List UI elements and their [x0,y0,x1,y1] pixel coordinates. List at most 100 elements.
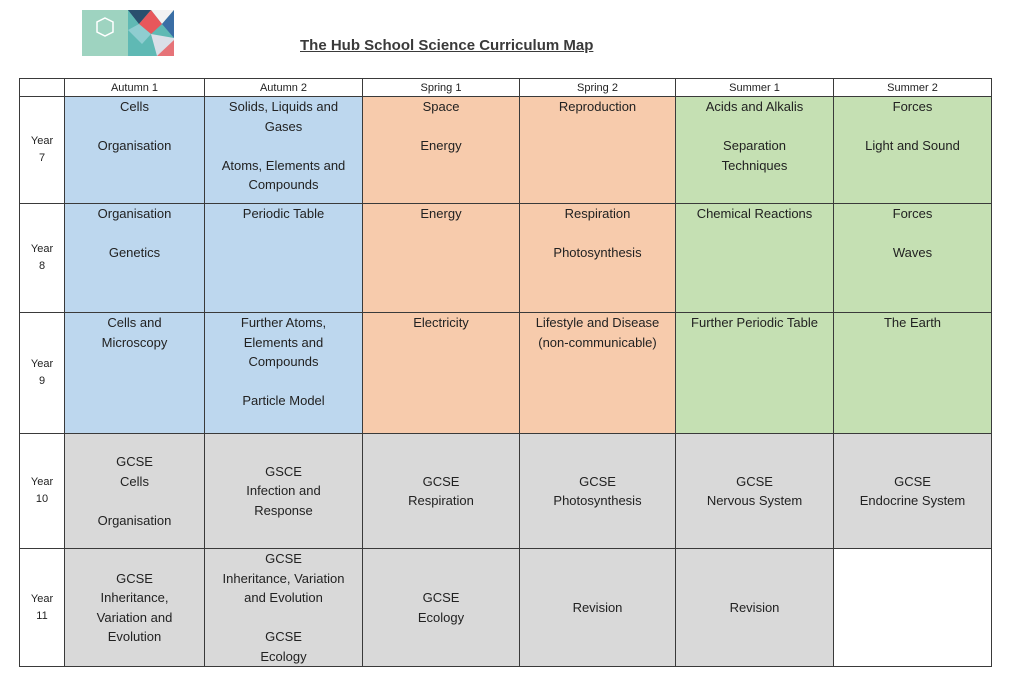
topic-text: Lifestyle and Disease [535,315,660,330]
year-row: Year 8 Organisation Genetics Periodic Table E… [19,203,992,313]
topic-cell: Forces Waves [833,203,992,313]
year-label: Year 8 [19,203,65,313]
topic-text: Further Atoms, [240,315,327,330]
year-label: Year 7 [19,96,65,204]
topic-cell: Cells Organisation [64,96,205,204]
topic-text [836,224,989,244]
topic-text [207,372,360,392]
topic-cell: The Earth [833,312,992,434]
topic-text: Organisation [97,206,172,221]
column-header: Autumn 1 [64,78,205,97]
topic-text: Revision [572,599,623,615]
year-number: 9 [38,375,46,387]
year-label: Year 11 [19,548,65,667]
topic-text: Evolution [107,629,162,644]
school-logo [82,10,174,56]
topic-cell: GCSE Endocrine System [833,433,992,549]
topic-text: Respiration [408,493,474,508]
topic-text: Acids and Alkalis [705,99,804,114]
topic-text: Inheritance, [100,590,169,605]
topic-text: Organisation [97,512,172,528]
topic-cell: Electricity [362,312,520,434]
page-title: The Hub School Science Curriculum Map [300,37,594,54]
topic-cell: GCSE Nervous System [675,433,834,549]
topic-text: Periodic Table [242,206,325,221]
topic-text [67,117,202,137]
corner-cell [19,78,65,97]
year-number: 8 [38,260,46,272]
column-header: Summer 2 [833,78,992,97]
topic-text: Energy [420,138,462,153]
topic-cell: Periodic Table [204,203,363,313]
topic-cell: GCSE Inheritance, Variation and Evolution G… [204,548,363,667]
topic-cell: Revision [519,548,676,667]
topic-text: (non-communicable) [538,334,657,350]
topic-text: Photosynthesis [553,245,642,260]
topic-text: Elements and [243,334,324,350]
topic-text: Compounds [248,354,319,369]
topic-text: Photosynthesis [553,493,642,508]
topic-text: Revision [729,599,780,615]
topic-text: Ecology [260,648,307,664]
topic-text: GCSE [422,473,460,489]
topic-cell: Reproduction [519,96,676,204]
topic-text [836,117,989,137]
topic-cell: GCSE Cells Organisation [64,433,205,549]
year-word: Year [30,135,54,147]
topic-cell: Organisation Genetics [64,203,205,313]
topic-text: GCSE [736,473,773,489]
year-word: Year [30,243,54,255]
topic-text: Forces [892,206,933,221]
topic-text [678,117,831,137]
topic-text: Reproduction [558,99,637,114]
year-word: Year [30,358,54,370]
topic-cell: GCSE Photosynthesis [519,433,676,549]
topic-text: Nervous System [706,493,803,508]
topic-cell: GSCE Infection and Response [204,433,363,549]
year-number: 11 [36,609,48,622]
topic-cell: Revision [675,548,834,667]
topic-text: Infection and [246,483,321,499]
year-row: Year 7 Cells Organisation Solids, Liquids an… [19,96,992,204]
topic-cell: GCSE Inheritance, Variation and Evolution [64,548,205,667]
topic-text: Compounds [248,177,319,192]
curriculum-table: Autumn 1 Autumn 2 Spring 1 Spring 2 Summ… [19,78,992,667]
topic-text: GCSE [422,590,460,605]
topic-text: Electricity [413,315,469,330]
topic-text [67,491,202,511]
topic-text: Particle Model [242,393,325,408]
topic-text: Separation [723,138,786,153]
topic-cell: Forces Light and Sound [833,96,992,204]
topic-cell: Lifestyle and Disease (non-communicable) [519,312,676,434]
year-word: Year [30,592,54,605]
topic-text: Further Periodic Table [691,315,818,330]
topic-text: Solids, Liquids and [228,99,339,114]
topic-text: The Earth [883,315,942,330]
topic-cell: Further Atoms, Elements and Compounds Parti… [204,312,363,434]
topic-cell: Space Energy [362,96,520,204]
topic-cell: Cells and Microscopy [64,312,205,434]
year-row: Year 11 GCSE Inheritance, Variation and Evolu… [19,548,992,667]
topic-text: Light and Sound [865,138,960,153]
topic-text: Energy [420,206,462,221]
year-word: Year [30,476,54,488]
topic-text: Gases [264,118,303,134]
topic-text: GCSE [265,629,302,644]
topic-text: Ecology [417,609,465,625]
topic-text: Genetics [108,245,161,260]
topic-cell: Respiration Photosynthesis [519,203,676,313]
topic-text: Variation and [96,609,173,625]
column-header: Spring 1 [362,78,520,97]
topic-cell: Acids and Alkalis Separation Techniques [675,96,834,204]
topic-cell: Energy [362,203,520,313]
column-header: Spring 2 [519,78,676,97]
year-row: Year 10 GCSE Cells Organisation GSCE Infection… [19,433,992,549]
topic-text: and Evolution [244,590,323,605]
topic-text: GCSE [265,551,302,566]
topic-text: GCSE [116,570,153,586]
topic-cell: GCSE Respiration [362,433,520,549]
topic-cell: Chemical Reactions [675,203,834,313]
topic-cell: Solids, Liquids and Gases Atoms, Elements … [204,96,363,204]
year-label: Year 9 [19,312,65,434]
topic-text: Microscopy [101,334,168,350]
